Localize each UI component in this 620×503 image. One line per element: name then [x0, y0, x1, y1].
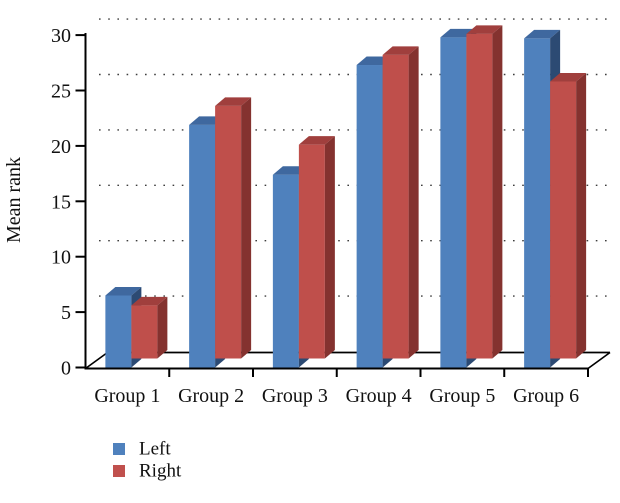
bar-right-group-1-side: [157, 296, 168, 359]
bar-right-group-5-front: [466, 33, 493, 359]
bar-left-group-6-front: [524, 38, 551, 368]
x-category-label-6: Group 6: [513, 385, 579, 407]
legend-label-left: Left: [139, 439, 171, 460]
bar-left-group-6-top: [524, 29, 561, 39]
bar-right-group-3-top: [298, 136, 335, 145]
bar-right-group-4-side: [408, 46, 419, 359]
bar-left-group-1-front: [105, 295, 132, 368]
bar-left-group-5-front: [440, 37, 467, 368]
floor-left-edge: [85, 351, 108, 370]
bar-right-group-5-side: [492, 25, 503, 359]
bar-right-group-3-front: [298, 144, 325, 359]
legend-label-right: Right: [139, 461, 182, 482]
bar-right-group-6-side: [576, 73, 587, 359]
bar-right-group-1-top: [131, 296, 168, 306]
x-category-label-2: Group 2: [178, 385, 244, 407]
bar-right-group-2-front: [215, 105, 242, 359]
bar-right-group-5-top: [466, 25, 503, 34]
y-tick-label-25: 25: [51, 81, 71, 103]
bar-right-group-2-side: [241, 97, 252, 359]
legend-swatch-right: [113, 465, 125, 477]
y-tick-label-30: 30: [51, 25, 71, 47]
bar-left-group-3-front: [272, 174, 299, 368]
bar-right-group-3-side: [324, 136, 335, 359]
bar-right-group-6-front: [550, 81, 577, 359]
x-category-label-1: Group 1: [94, 385, 160, 407]
floor-right-edge: [587, 351, 611, 370]
bar-right-group-4-top: [382, 46, 419, 55]
y-axis-title: Mean rank: [3, 157, 25, 243]
y-tick-label-10: 10: [51, 247, 71, 269]
y-tick-label-15: 15: [51, 191, 71, 213]
bar-right-group-1-front: [131, 305, 158, 359]
legend-swatch-left: [113, 443, 125, 455]
y-tick-label-5: 5: [61, 302, 71, 324]
y-tick-label-20: 20: [51, 136, 71, 158]
bar-right-group-2-top: [215, 97, 252, 106]
x-category-label-5: Group 5: [429, 385, 495, 407]
bar-right-group-4-front: [382, 54, 409, 359]
y-tick-label-0: 0: [61, 358, 71, 380]
x-category-label-3: Group 3: [262, 385, 328, 407]
bar-left-group-2-front: [189, 124, 216, 368]
bar-left-group-1-top: [105, 286, 142, 296]
x-category-label-4: Group 4: [346, 385, 412, 407]
bar-right-group-6-top: [550, 73, 587, 82]
bar-left-group-4-front: [356, 65, 383, 368]
